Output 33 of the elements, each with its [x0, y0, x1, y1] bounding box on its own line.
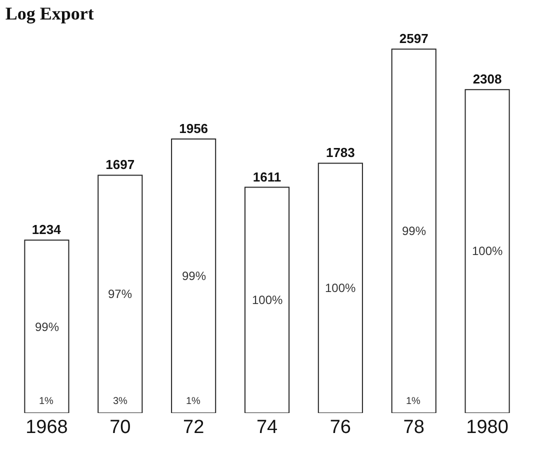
data-label: 1234: [32, 222, 62, 238]
bar: [244, 186, 290, 413]
x-tick-label: 70: [110, 417, 131, 438]
annotation: 99%: [35, 320, 60, 334]
annotation: 1%: [186, 396, 201, 407]
data-label: 1697: [106, 157, 135, 172]
x-tick-label: 76: [330, 417, 351, 438]
bar: [98, 174, 143, 413]
data-label: 2308: [472, 72, 502, 87]
annotation: 100%: [325, 281, 356, 295]
data-label: 1611: [252, 169, 282, 184]
x-tick-label: 72: [183, 417, 204, 438]
annotation: 1%: [406, 396, 421, 407]
bar: [464, 89, 510, 413]
bar: [391, 48, 436, 413]
data-label: 1783: [326, 145, 355, 160]
annotation: 1%: [39, 396, 54, 407]
annotation: 100%: [472, 244, 504, 258]
annotation: 97%: [108, 287, 132, 301]
x-tick-label: 1980: [466, 417, 508, 438]
annotation: 3%: [113, 396, 128, 407]
annotation: 99%: [182, 269, 206, 283]
chart-title: Log Export: [5, 3, 94, 24]
bar: [171, 138, 216, 413]
x-tick-label: 74: [256, 417, 278, 438]
x-tick-label: 1968: [26, 417, 68, 438]
x-tick-label: 78: [403, 417, 424, 438]
bar: [24, 240, 70, 413]
bar: [318, 162, 363, 413]
data-label: 2597: [399, 31, 428, 46]
annotation: 99%: [402, 224, 426, 238]
data-label: 1956: [179, 120, 208, 136]
annotation: 100%: [252, 293, 284, 307]
